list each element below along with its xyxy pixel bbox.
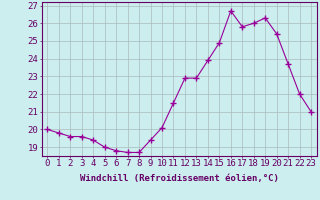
X-axis label: Windchill (Refroidissement éolien,°C): Windchill (Refroidissement éolien,°C) [80, 174, 279, 183]
